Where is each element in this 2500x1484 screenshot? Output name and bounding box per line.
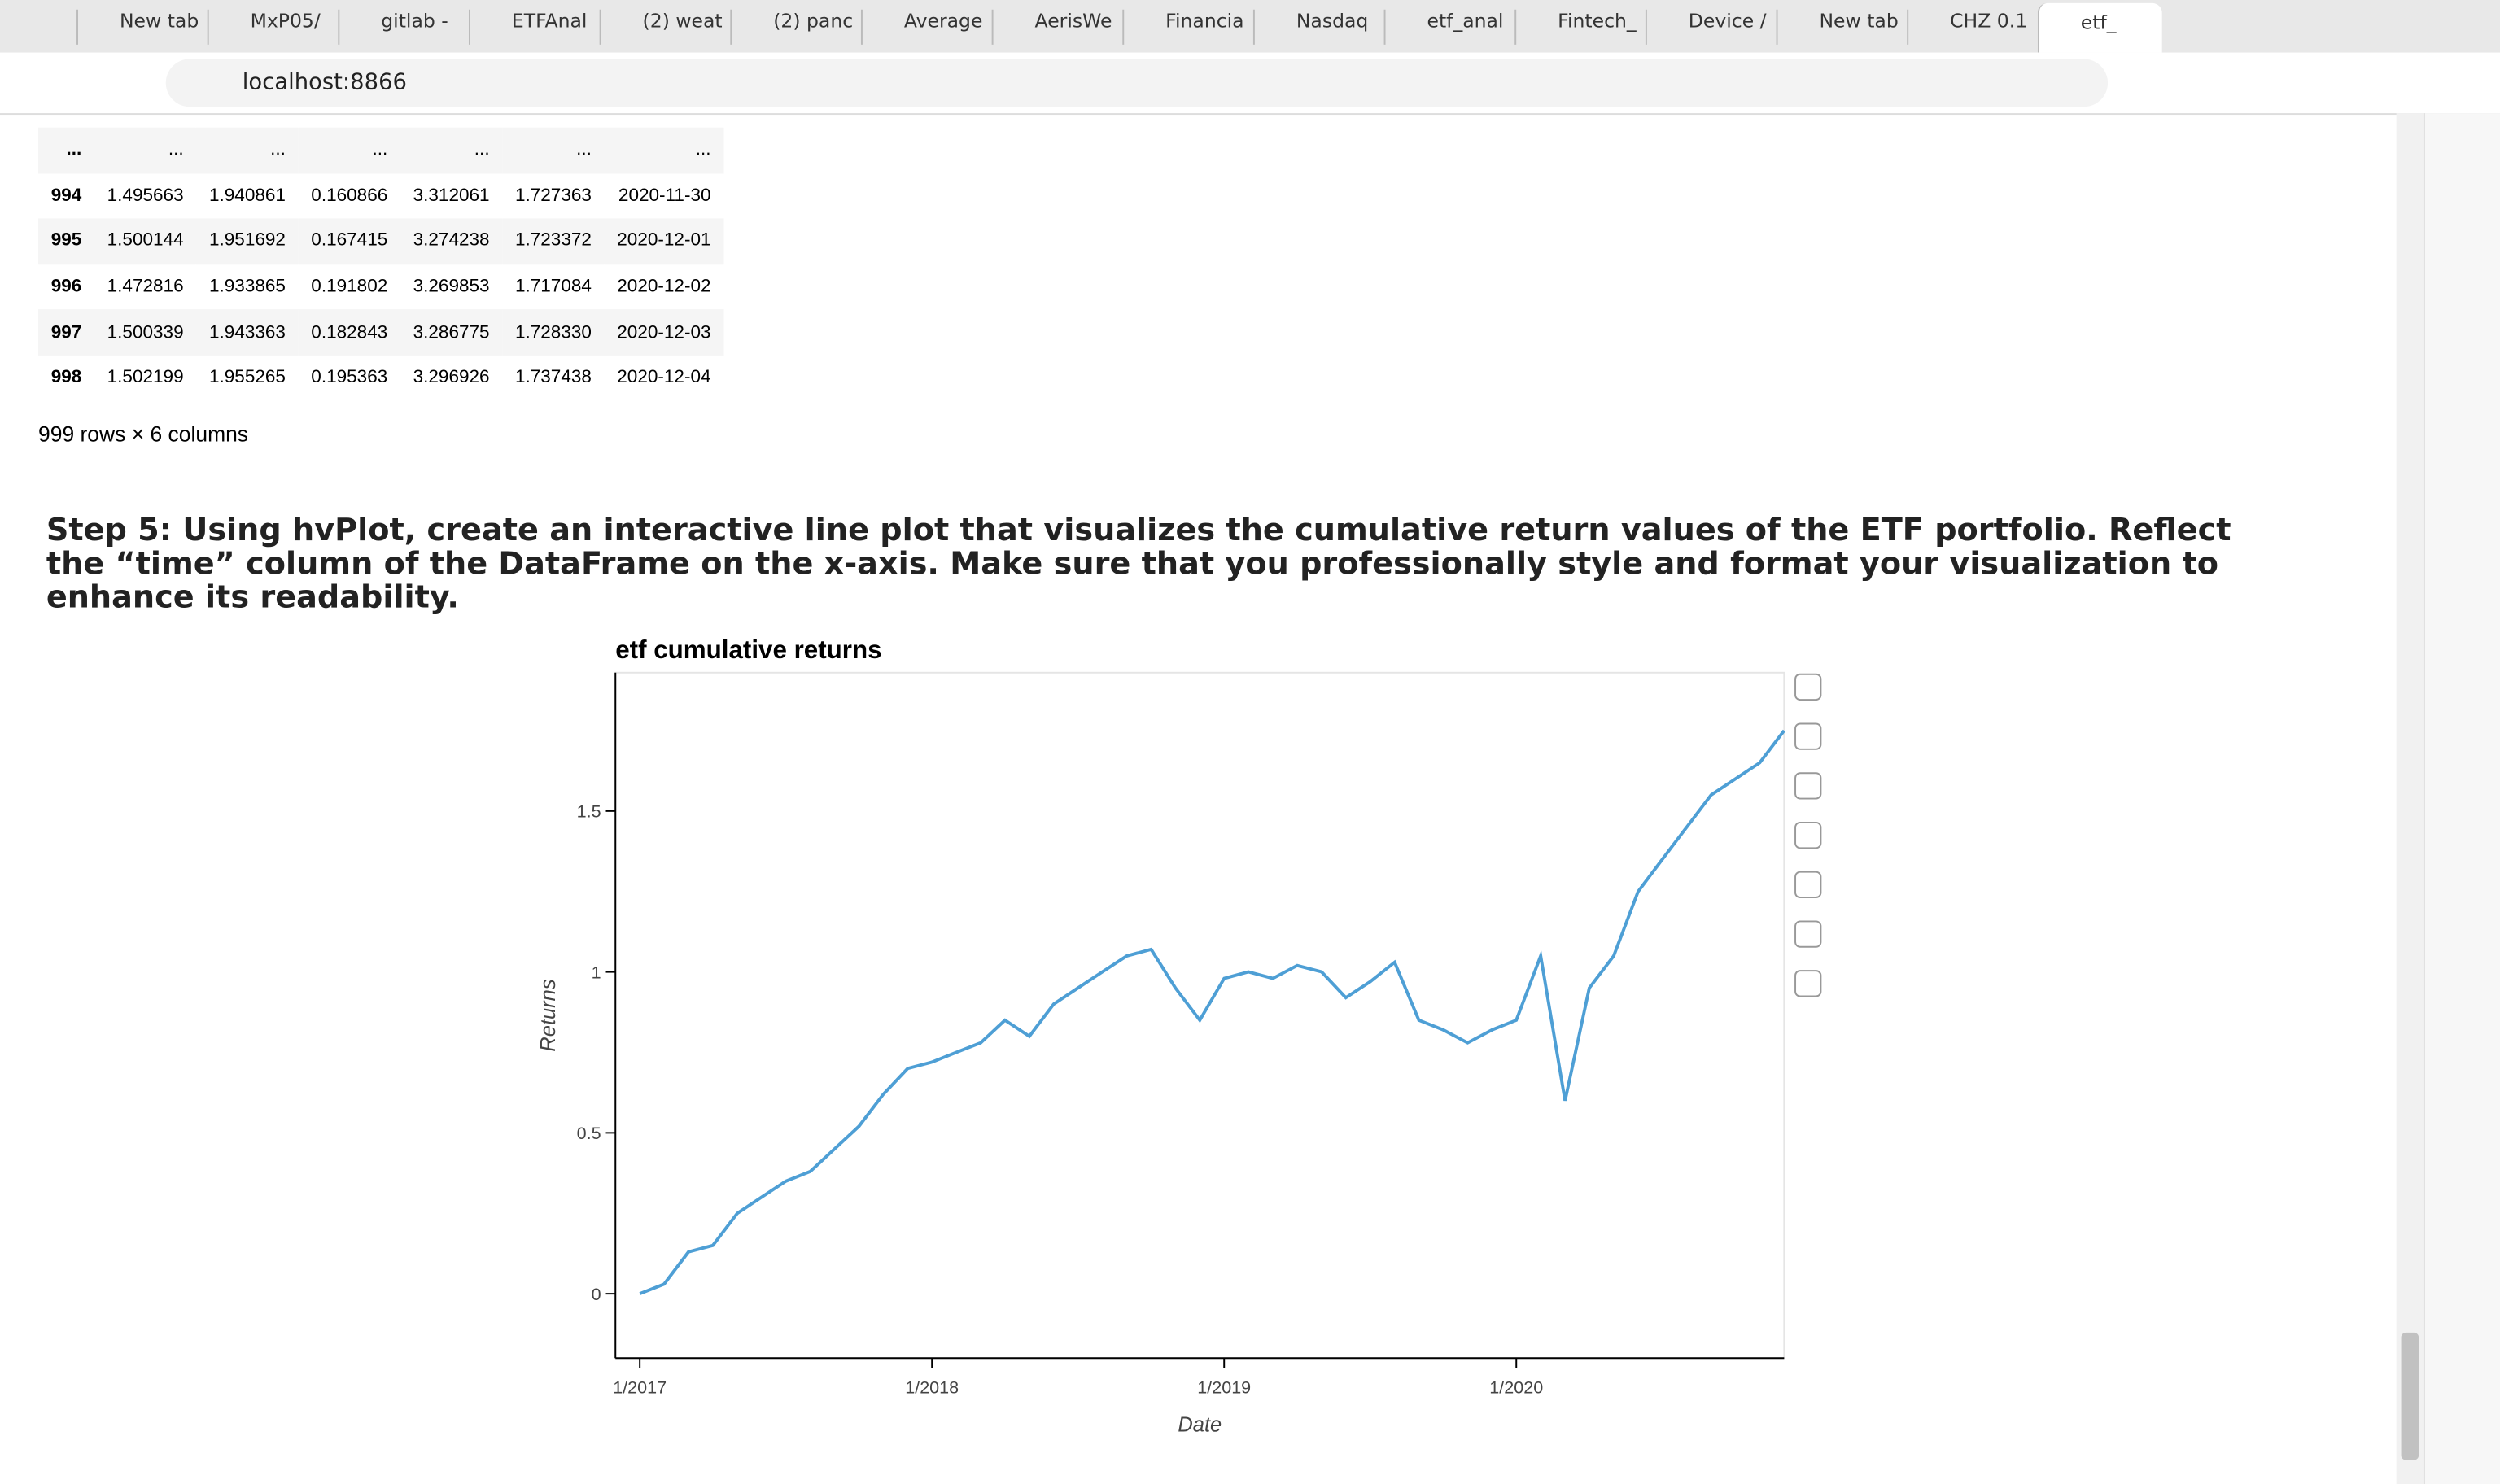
tab[interactable]: Nasdaq	[1252, 9, 1384, 45]
table-shape: 999 rows × 6 columns	[38, 422, 249, 447]
tab[interactable]: CHZ 0.1	[1907, 9, 2038, 45]
table-cell: 1.727363	[514, 186, 592, 206]
table-cell: 2020-12-04	[617, 369, 711, 388]
tab[interactable]: gitlab -	[338, 9, 469, 45]
table-row: 995 1.500144 1.951692 0.167415 3.274238 1.723…	[38, 218, 724, 264]
tab[interactable]: etf_	[2037, 2, 2162, 53]
table-cell: 2020-12-02	[617, 277, 711, 297]
table-cell: 1.737438	[514, 369, 592, 388]
table-cell: 1.472816	[107, 277, 184, 297]
toolbar-button[interactable]	[1794, 970, 1822, 997]
data-table: ..................... 994 1.495663 1.940861…	[38, 127, 724, 401]
table-cell: 994	[50, 186, 82, 206]
table-cell: 1.495663	[107, 186, 184, 206]
table-cell: 2020-12-03	[604, 309, 724, 356]
toolbar-button[interactable]	[1794, 871, 1822, 899]
sidebar	[2423, 113, 2500, 1484]
table-cell: 995	[38, 218, 94, 264]
x-tick-label: 1/2017	[613, 1377, 667, 1397]
x-tick-label: 1/2018	[905, 1377, 959, 1397]
table-cell: ...	[400, 127, 503, 173]
table-row: .....................	[38, 127, 724, 173]
table-cell: 1.943363	[196, 309, 299, 356]
table-cell: 1.502199	[107, 369, 184, 388]
chart: etf cumulative returns 0 0.5 1 1.5 1/2017 1/20…	[537, 635, 1822, 1436]
table-row: 994 1.495663 1.940861 0.160866 3.312061 1.727…	[38, 173, 723, 219]
x-tick-label: 1/2019	[1197, 1377, 1251, 1397]
y-axis-label: Returns	[537, 979, 560, 1051]
table-cell: 1.500144	[94, 218, 197, 264]
step-heading: Step 5: Using hvPlot, create an interact…	[46, 511, 2231, 616]
table-cell: 0.191802	[311, 277, 388, 297]
table-cell: ...	[38, 127, 94, 173]
table-cell: 3.274238	[400, 218, 503, 264]
table-row: 998 1.502199 1.955265 0.195363 3.296926 1.737…	[38, 356, 723, 401]
tab[interactable]: (2) panc	[730, 9, 861, 45]
toolbar-button[interactable]	[1794, 772, 1822, 800]
table-cell: 1.728330	[502, 309, 605, 356]
table-cell: 1.933865	[208, 277, 286, 297]
tab[interactable]: Device /	[1645, 9, 1777, 45]
data-line	[639, 729, 1785, 1295]
table-cell: 1.717084	[514, 277, 592, 297]
table-cell: 0.195363	[311, 369, 388, 388]
toolbar-button[interactable]	[1794, 722, 1822, 750]
table-cell: 3.312061	[413, 186, 490, 206]
table-cell: 1.723372	[502, 218, 605, 264]
table-cell: 1.500339	[94, 309, 197, 356]
url-field[interactable]: localhost:8866	[165, 59, 2109, 107]
tab[interactable]: AerisWe	[991, 9, 1123, 45]
table-cell: 0.160866	[311, 186, 388, 206]
x-axis-label: Date	[1178, 1413, 1222, 1436]
table-cell: 2020-11-30	[618, 186, 711, 206]
table-cell: 0.182843	[298, 309, 400, 356]
tab[interactable]: New tab	[76, 9, 208, 45]
y-tick-label: 1	[592, 962, 601, 982]
table-cell: 1.955265	[208, 369, 286, 388]
tab[interactable]: Fintech_	[1514, 9, 1646, 45]
tab[interactable]: MxP05/	[207, 9, 339, 45]
table-row: 996 1.472816 1.933865 0.191802 3.269853 1.717…	[38, 264, 723, 310]
y-tick-label: 1.5	[577, 801, 601, 822]
table-cell: ...	[298, 127, 400, 173]
table-cell: 3.286775	[400, 309, 503, 356]
table-cell: ...	[94, 127, 197, 173]
x-tick-label: 1/2020	[1489, 1377, 1543, 1397]
tab[interactable]: etf_anal	[1383, 9, 1515, 45]
table-cell: ...	[604, 127, 724, 173]
toolbar-button[interactable]	[1794, 920, 1822, 948]
table-cell: 998	[50, 369, 82, 388]
table-cell: 996	[50, 277, 82, 297]
table-cell: 997	[38, 309, 94, 356]
table-cell: 3.269853	[413, 277, 490, 297]
tab[interactable]: ETFAnal	[469, 9, 600, 45]
table-cell: 3.296926	[413, 369, 490, 388]
toolbar-button[interactable]	[1794, 673, 1822, 701]
table-row: 997 1.500339 1.943363 0.182843 3.286775 1.728…	[38, 309, 724, 356]
tab[interactable]: New tab	[1776, 9, 1908, 45]
tab-bar: New tab MxP05/gitlab - ETFAnal (2) weat (2) …	[0, 0, 2500, 53]
chart-title: etf cumulative returns	[615, 635, 881, 664]
table-cell: ...	[502, 127, 605, 173]
y-tick-label: 0	[592, 1284, 601, 1304]
table-cell: 0.167415	[298, 218, 400, 264]
table-cell: 1.940861	[208, 186, 286, 206]
table-cell: 1.951692	[196, 218, 299, 264]
tab[interactable]: Average	[860, 9, 992, 45]
address-bar: localhost:8866	[0, 52, 2500, 116]
plot-frame	[614, 671, 1785, 1360]
table-cell: 2020-12-01	[604, 218, 724, 264]
tab[interactable]: (2) weat	[599, 9, 731, 45]
table-cell: ...	[196, 127, 299, 173]
scrollbar[interactable]	[2396, 113, 2424, 1484]
y-tick-label: 0.5	[577, 1123, 601, 1143]
tab[interactable]: Financia	[1122, 9, 1253, 45]
toolbar-button[interactable]	[1794, 821, 1822, 849]
